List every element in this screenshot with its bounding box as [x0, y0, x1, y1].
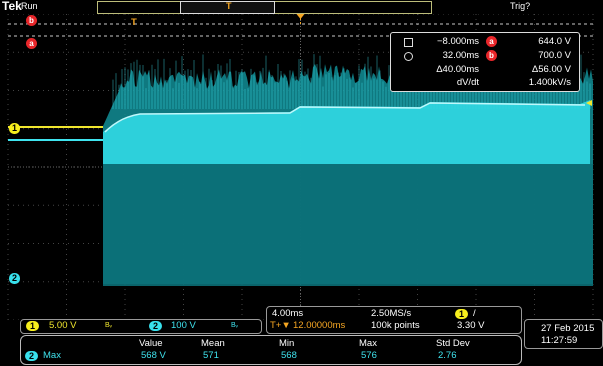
cursor-dv: Δ56.00 V — [532, 64, 571, 75]
measurement-panel[interactable]: Value Mean Min Max Std Dev 2 Max 568 V 5… — [20, 335, 522, 365]
ch2-badge[interactable]: 2 — [149, 321, 162, 331]
sample-rate: 2.50MS/s — [371, 308, 411, 319]
cursor-dvdt: 1.400kV/s — [529, 77, 571, 88]
datetime-panel: 27 Feb 2015 11:27:59 — [524, 319, 603, 349]
acquisition-status[interactable]: Run — [21, 1, 38, 11]
brand-logo: Tek — [2, 0, 22, 13]
ch2-scale[interactable]: 100 V — [171, 320, 196, 331]
ch2-bw-icon: Bᵥ — [231, 320, 238, 331]
measurement-label[interactable]: Max — [43, 350, 61, 361]
channel-settings-bar: 1 5.00 V Bᵥ 2 100 V Bᵥ — [20, 319, 262, 334]
measurement-min: 568 — [281, 350, 297, 361]
measurement-header-mean: Mean — [201, 338, 225, 349]
trigger-offset-icon: T+▼ — [270, 320, 291, 331]
ch1-bw-icon: Bᵥ — [105, 320, 112, 331]
cursor-a-badge: a — [486, 36, 497, 47]
trigger-source-badge[interactable]: 1 — [455, 309, 468, 319]
square-cursor-icon — [404, 38, 413, 47]
ref-marker-a[interactable]: a — [26, 38, 37, 49]
trigger-position-marker[interactable]: T — [131, 17, 137, 28]
measurement-header-value: Value — [139, 338, 163, 349]
overview-trigger-marker: T — [226, 1, 232, 11]
measurement-channel-badge[interactable]: 2 — [25, 351, 38, 361]
trigger-status: Trig? — [510, 1, 530, 11]
ch1-ground-marker[interactable]: 1 — [9, 123, 20, 134]
measurement-mean: 571 — [203, 350, 219, 361]
cursor-t1: −8.000ms — [437, 36, 479, 47]
cursor-b-badge: b — [486, 50, 497, 61]
ref-marker-b[interactable]: b — [26, 15, 37, 26]
measurement-max: 576 — [361, 350, 377, 361]
measurement-value: 568 V — [141, 350, 166, 361]
ch2-ground-marker[interactable]: 2 — [9, 273, 20, 284]
ch2-lower-band — [103, 164, 593, 286]
trigger-level[interactable]: 3.30 V — [457, 320, 484, 331]
date: 27 Feb 2015 — [541, 323, 594, 334]
measurement-header-max: Max — [359, 338, 377, 349]
horizontal-scale[interactable]: 4.00ms — [272, 308, 303, 319]
measurement-header-stddev: Std Dev — [436, 338, 470, 349]
ch1-scale[interactable]: 5.00 V — [49, 320, 76, 331]
time: 11:27:59 — [541, 335, 577, 346]
cursor-va: 644.0 V — [538, 36, 571, 47]
cursor-vb: 700.0 V — [538, 50, 571, 61]
trigger-offset[interactable]: 12.00000ms — [293, 320, 345, 331]
record-length[interactable]: 100k points — [371, 320, 420, 331]
measurement-stddev: 2.76 — [438, 350, 457, 361]
cursor-dvdt-label: dV/dt — [457, 77, 479, 88]
cursor-t2: 32.00ms — [443, 50, 479, 61]
cursor-dt: Δ40.00ms — [436, 64, 479, 75]
trigger-top-arrow — [297, 14, 305, 19]
timebase-panel[interactable]: 4.00ms 2.50MS/s 1 / T+▼ 12.00000ms 100k … — [266, 306, 522, 334]
ch1-badge[interactable]: 1 — [26, 321, 39, 331]
status-bar: Tek Run T Trig? — [0, 0, 603, 14]
circle-cursor-icon — [404, 52, 413, 61]
cursor-readout-panel: −8.000ms 32.00ms Δ40.00ms dV/dt a b 644.… — [390, 32, 580, 92]
measurement-header-min: Min — [279, 338, 294, 349]
trigger-slope-icon[interactable]: / — [473, 308, 476, 319]
